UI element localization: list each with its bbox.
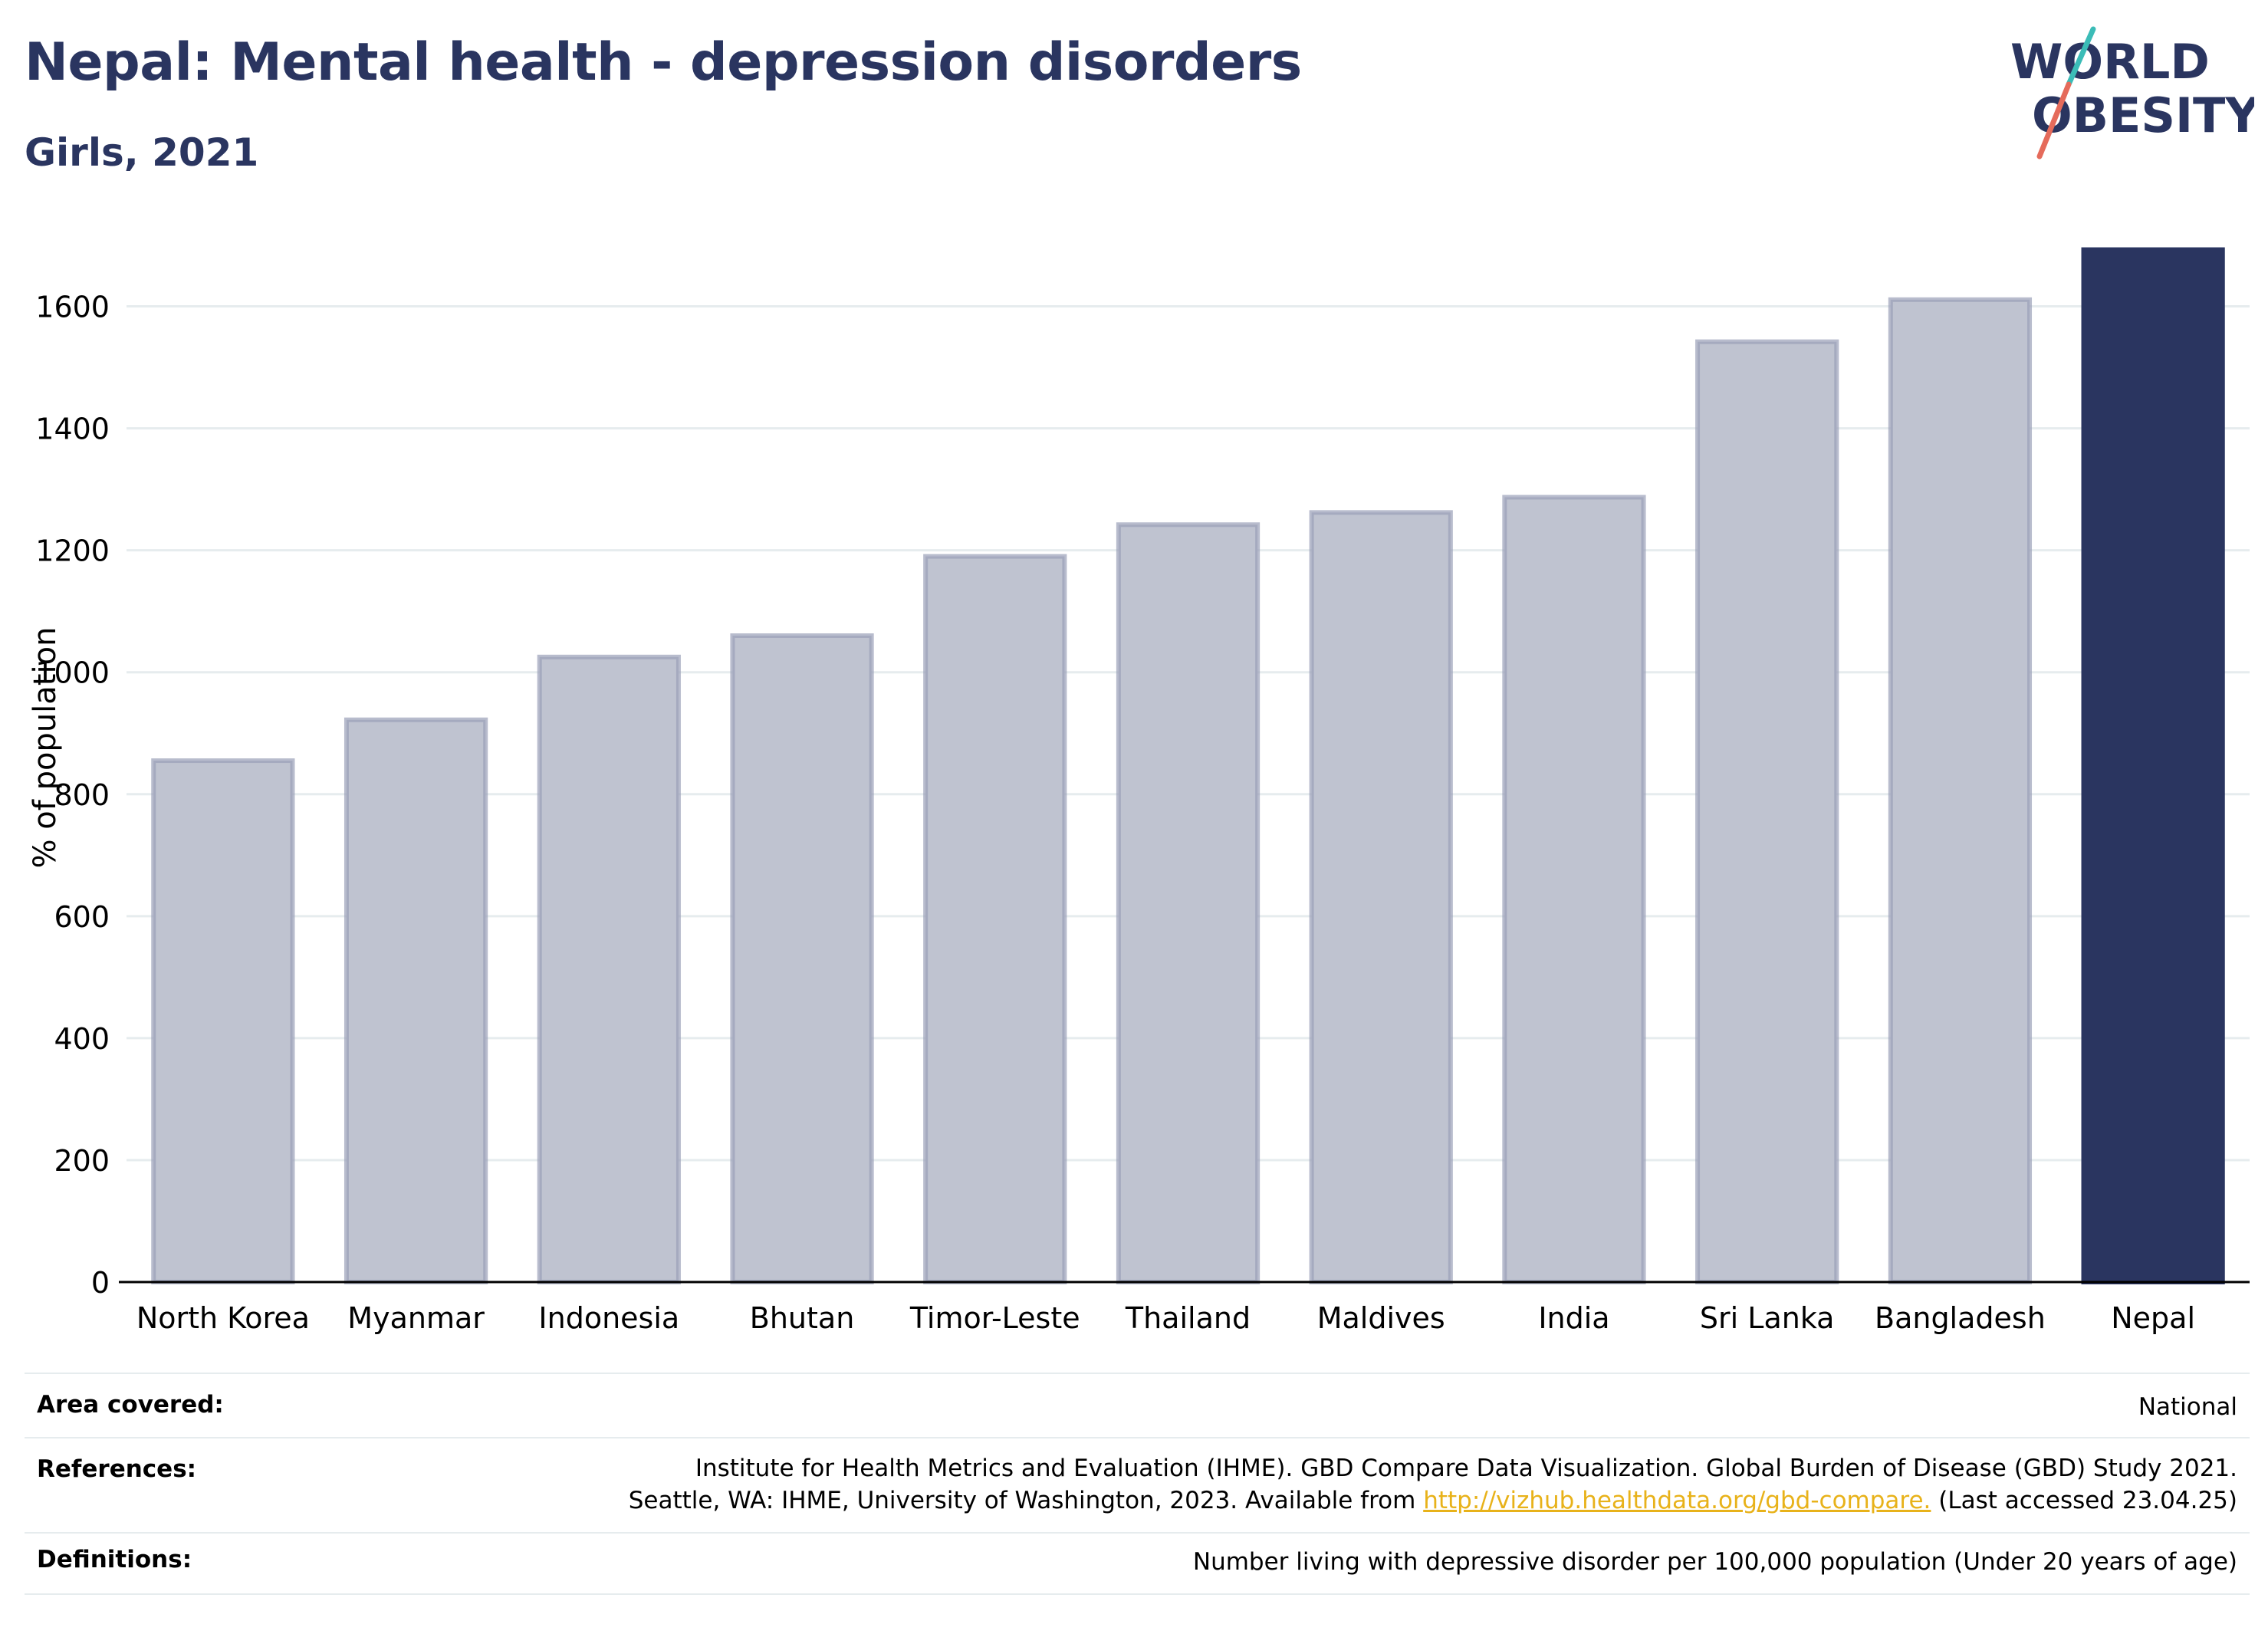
x-tick-label: Timor-Leste — [909, 1301, 1080, 1335]
x-tick-label: Nepal — [2111, 1301, 2195, 1335]
chart-subtitle: Girls, 2021 — [25, 130, 259, 175]
bars — [151, 247, 2225, 1285]
x-tick-label: Indonesia — [538, 1301, 679, 1335]
y-tick-label: 1600 — [35, 291, 110, 324]
x-tick-label: India — [1538, 1301, 1609, 1335]
meta-rule-top — [25, 1373, 2250, 1374]
references-value: Institute for Health Metrics and Evaluat… — [629, 1452, 2237, 1517]
meta-rule-2 — [25, 1532, 2250, 1534]
logo-line2: OBESITY — [2032, 87, 2254, 143]
x-tick-label: Thailand — [1125, 1301, 1251, 1335]
references-line2-post: (Last accessed 23.04.25) — [1931, 1487, 2237, 1514]
y-tick-label: 0 — [91, 1266, 110, 1300]
area-value: National — [2138, 1393, 2237, 1421]
area-row: Area covered: National — [25, 1391, 2250, 1422]
x-tick-label: Maldives — [1317, 1301, 1445, 1335]
references-line1: Institute for Health Metrics and Evaluat… — [695, 1455, 2237, 1482]
y-tick-label: 1200 — [35, 534, 110, 568]
references-line2: Seattle, WA: IHME, University of Washing… — [629, 1484, 2237, 1517]
x-tick-label: North Korea — [136, 1301, 310, 1335]
bar-north-korea — [151, 758, 295, 1284]
logo-slash-bottom — [2036, 81, 2072, 159]
y-tick-label: 1400 — [35, 413, 110, 446]
x-tick-label: Bangladesh — [1875, 1301, 2046, 1335]
x-tick-label: Myanmar — [347, 1301, 485, 1335]
meta-rule-1 — [25, 1437, 2250, 1438]
world-obesity-logo: WORLD OBESITY — [2010, 26, 2254, 159]
bar-indonesia — [537, 654, 681, 1284]
definitions-value: Number living with depressive disorder p… — [1192, 1548, 2237, 1576]
bar-bangladesh — [1888, 297, 2033, 1285]
y-tick-label: 400 — [54, 1022, 110, 1056]
y-tick-label: 800 — [54, 778, 110, 812]
y-tick-label: 200 — [54, 1144, 110, 1178]
references-line2-pre: Seattle, WA: IHME, University of Washing… — [628, 1487, 1424, 1514]
bar-myanmar — [343, 717, 488, 1284]
x-tick-label: Bhutan — [750, 1301, 855, 1335]
x-tick-label: Sri Lanka — [1700, 1301, 1835, 1335]
bar-sri-lanka — [1695, 339, 1839, 1284]
definitions-label: Definitions: — [37, 1546, 192, 1573]
logo-slash-top — [2066, 26, 2096, 87]
bar-thailand — [1116, 522, 1261, 1284]
y-axis-label: % of population — [28, 627, 63, 869]
references-row: References: Institute for Health Metrics… — [25, 1452, 2250, 1521]
y-tick-label: 600 — [54, 900, 110, 934]
bar-india — [1502, 495, 1646, 1284]
chart-title: Nepal: Mental health - depression disord… — [25, 32, 1302, 93]
bar-timor-leste — [923, 554, 1067, 1284]
logo-line1: WORLD — [2010, 34, 2210, 90]
bar-bhutan — [730, 633, 874, 1284]
area-label: Area covered: — [37, 1391, 224, 1419]
metadata-table: Area covered: National References: Insti… — [25, 1373, 2250, 1595]
references-link[interactable]: http://vizhub.healthdata.org/gbd-compare… — [1423, 1487, 1931, 1514]
axes: 0 200 400 600 800 1000 1200 1400 1600 North Korea… — [35, 291, 2250, 1335]
meta-rule-bottom — [25, 1593, 2250, 1595]
y-tick-label: 1000 — [35, 656, 110, 690]
bar-maldives — [1309, 510, 1453, 1284]
bar-nepal — [2081, 247, 2225, 1285]
bar-chart: 0 200 400 600 800 1000 1200 1400 1600 North Korea… — [28, 247, 2250, 1335]
references-label: References: — [37, 1455, 197, 1483]
definitions-row: Definitions: Number living with depressi… — [25, 1546, 2250, 1576]
